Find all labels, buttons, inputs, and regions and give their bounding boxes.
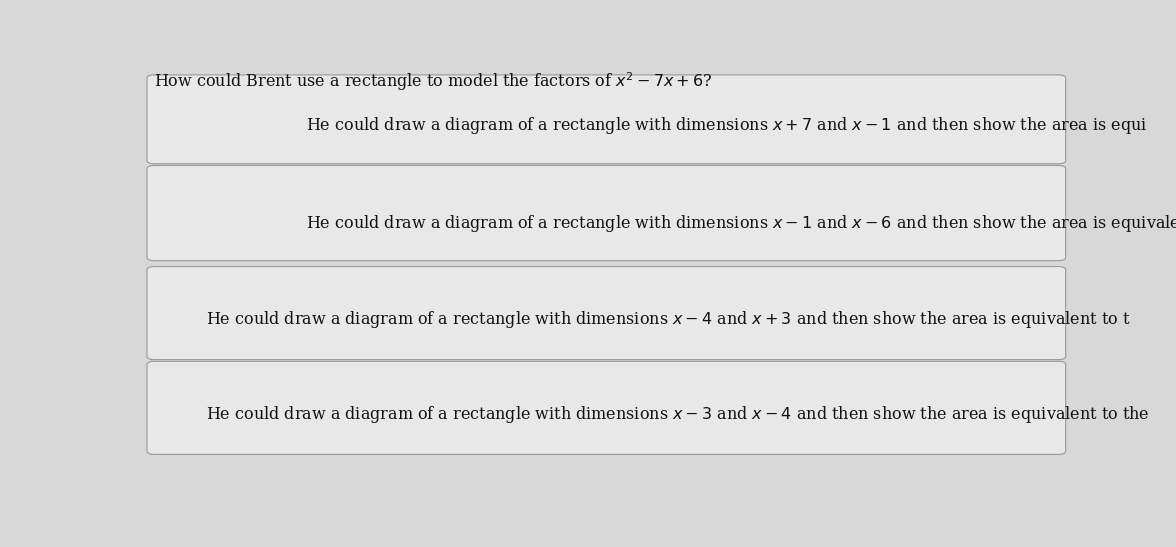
- FancyBboxPatch shape: [147, 362, 1065, 455]
- FancyBboxPatch shape: [147, 75, 1065, 164]
- Text: He could draw a diagram of a rectangle with dimensions $x - 1$ and $x - 6$ and t: He could draw a diagram of a rectangle w…: [307, 213, 1176, 234]
- Text: He could draw a diagram of a rectangle with dimensions $x + 7$ and $x - 1$ and t: He could draw a diagram of a rectangle w…: [307, 115, 1148, 136]
- Text: He could draw a diagram of a rectangle with dimensions $x - 3$ and $x - 4$ and t: He could draw a diagram of a rectangle w…: [206, 404, 1150, 425]
- FancyBboxPatch shape: [147, 165, 1065, 261]
- Text: He could draw a diagram of a rectangle with dimensions $x - 4$ and $x + 3$ and t: He could draw a diagram of a rectangle w…: [206, 310, 1131, 330]
- Text: How could Brent use a rectangle to model the factors of $x^2 - 7x + 6$?: How could Brent use a rectangle to model…: [154, 70, 713, 92]
- FancyBboxPatch shape: [147, 266, 1065, 359]
